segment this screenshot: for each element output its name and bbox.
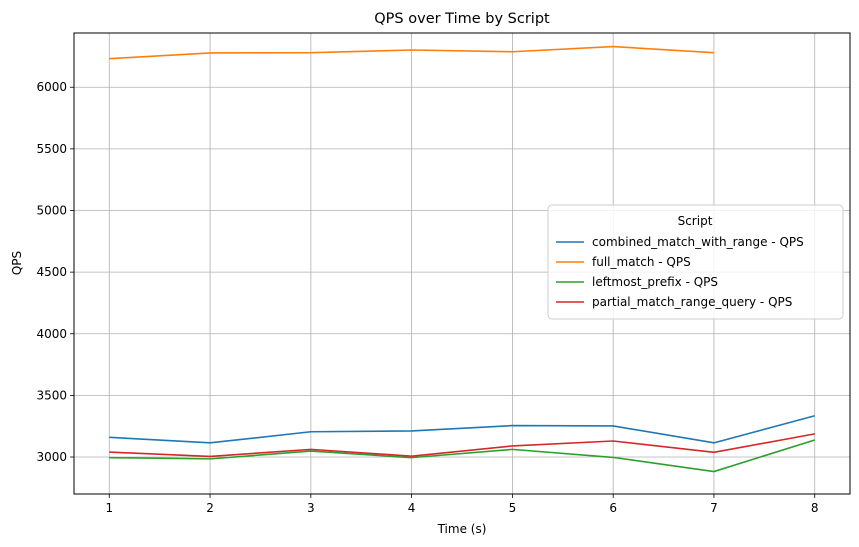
- y-tick-label: 6000: [36, 80, 67, 94]
- series-line-1: [109, 414, 815, 444]
- legend-label: leftmost_prefix - QPS: [592, 275, 718, 289]
- series-line-3: [109, 439, 815, 473]
- x-tick-label: 8: [811, 501, 819, 515]
- series-lines: [109, 45, 815, 473]
- legend: Script combined_match_with_range - QPS fu…: [547, 204, 844, 320]
- x-axis-label: Time (s): [437, 522, 487, 536]
- x-tick-label: 5: [509, 501, 517, 515]
- legend-label: full_match - QPS: [592, 255, 691, 269]
- y-tick-label: 4000: [36, 327, 67, 341]
- x-tick-label: 2: [206, 501, 214, 515]
- plot-frame: [73, 32, 851, 495]
- x-tick-label: 4: [408, 501, 416, 515]
- x-tick-label: 1: [105, 501, 113, 515]
- x-tick-label: 7: [710, 501, 718, 515]
- legend-title: Script: [678, 214, 713, 228]
- legend-box: [547, 204, 844, 320]
- x-tick-label: 6: [609, 501, 617, 515]
- series-line-4: [109, 433, 815, 458]
- legend-label: partial_match_range_query - QPS: [592, 295, 792, 309]
- y-tick-label: 3500: [36, 388, 67, 402]
- y-axis-label: QPS: [10, 251, 24, 275]
- legend-label: combined_match_with_range - QPS: [592, 235, 804, 249]
- y-tick-label: 4500: [36, 265, 67, 279]
- y-axis-ticks: 3000 3500 4000 4500 5000 5500 6000: [36, 80, 74, 464]
- series-line-2: [109, 45, 714, 60]
- y-tick-label: 5500: [36, 142, 67, 156]
- x-axis-ticks: 1 2 3 4 5 6 7 8: [105, 494, 819, 515]
- y-tick-label: 3000: [36, 450, 67, 464]
- chart-title: QPS over Time by Script: [374, 11, 550, 27]
- y-tick-label: 5000: [36, 203, 67, 217]
- x-tick-label: 3: [307, 501, 315, 515]
